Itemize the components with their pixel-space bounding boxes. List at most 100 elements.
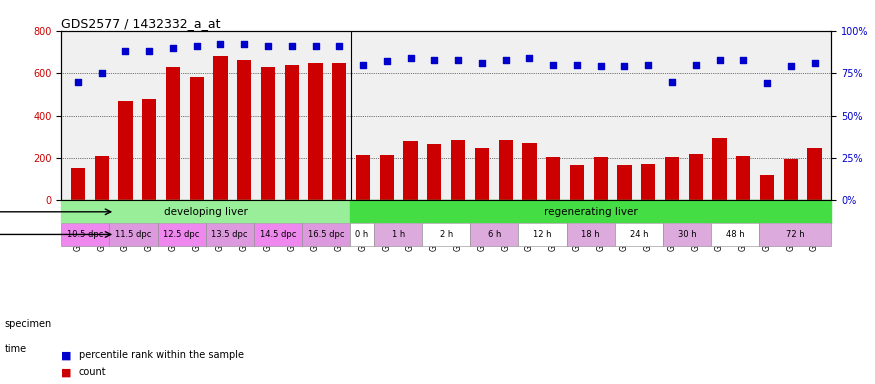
Point [737,56,751,63]
Bar [546,157,560,200]
Point [142,48,156,54]
Bar [71,167,85,200]
Text: 12.5 dpc: 12.5 dpc [164,230,200,239]
Bar [237,60,251,200]
Text: specimen: specimen [4,319,52,329]
Bar [261,67,275,200]
Point [237,41,251,47]
Text: 72 h: 72 h [786,230,804,239]
Bar [380,155,394,200]
Bar [302,223,350,246]
Bar [784,159,798,200]
Point [380,58,394,65]
Text: GDS2577 / 1432332_a_at: GDS2577 / 1432332_a_at [61,17,220,30]
Point [284,43,298,49]
Bar [614,223,663,246]
Bar [254,223,302,246]
Bar [423,223,471,246]
Text: developing liver: developing liver [164,207,248,217]
Bar [808,149,822,200]
Point [712,56,726,63]
Bar [374,223,423,246]
Point [570,61,584,68]
Point [475,60,489,66]
Text: 14.5 dpc: 14.5 dpc [260,230,296,239]
Point [403,55,417,61]
Text: 18 h: 18 h [581,230,600,239]
Bar [711,223,760,246]
Text: 12 h: 12 h [533,230,552,239]
Bar [142,99,157,200]
Bar [332,63,346,200]
Bar [522,143,536,200]
Point [190,43,204,49]
Text: 48 h: 48 h [725,230,745,239]
Bar [350,223,374,246]
Text: 6 h: 6 h [487,230,501,239]
Bar [567,223,614,246]
Bar [663,223,711,246]
Point [94,70,108,76]
Point [356,61,370,68]
Point [641,61,655,68]
Text: 2 h: 2 h [439,230,453,239]
Bar [158,223,206,246]
Point [332,43,346,49]
Point [784,63,798,70]
Text: percentile rank within the sample: percentile rank within the sample [79,350,244,360]
Bar [61,223,109,246]
Point [594,63,608,70]
Point [618,63,632,70]
Text: count: count [79,367,107,377]
Bar [350,200,831,223]
Bar [593,157,608,200]
Text: ■: ■ [61,350,72,360]
Bar [736,156,751,200]
Bar [712,138,726,200]
Point [546,61,560,68]
Bar [403,141,417,200]
Bar [206,223,254,246]
Bar [570,166,584,200]
Bar [641,164,655,200]
Point [499,56,513,63]
Bar [618,166,632,200]
Bar [61,200,350,223]
Bar [760,175,774,200]
Point [760,80,774,86]
Point [427,56,441,63]
Bar [475,149,489,200]
Bar [284,65,299,200]
Bar [689,154,703,200]
Bar [166,67,180,200]
Bar [760,223,831,246]
Text: ■: ■ [61,367,72,377]
Point [665,79,679,85]
Text: 11.5 dpc: 11.5 dpc [116,230,151,239]
Point [309,43,323,49]
Bar [518,223,567,246]
Point [522,55,536,61]
Bar [356,155,370,200]
Point [214,41,228,47]
Text: time: time [4,344,26,354]
Text: regenerating liver: regenerating liver [543,207,638,217]
Point [261,43,275,49]
Bar [499,140,513,200]
Text: 13.5 dpc: 13.5 dpc [212,230,248,239]
Bar [109,223,158,246]
Bar [665,157,679,200]
Text: 24 h: 24 h [629,230,648,239]
Bar [308,63,323,200]
Point [808,60,822,66]
Bar [94,156,108,200]
Text: 30 h: 30 h [677,230,696,239]
Bar [427,144,442,200]
Bar [214,56,228,200]
Point [689,61,703,68]
Text: 10.5 dpc: 10.5 dpc [67,230,103,239]
Bar [451,140,466,200]
Point [71,79,85,85]
Text: 16.5 dpc: 16.5 dpc [308,230,344,239]
Point [166,45,180,51]
